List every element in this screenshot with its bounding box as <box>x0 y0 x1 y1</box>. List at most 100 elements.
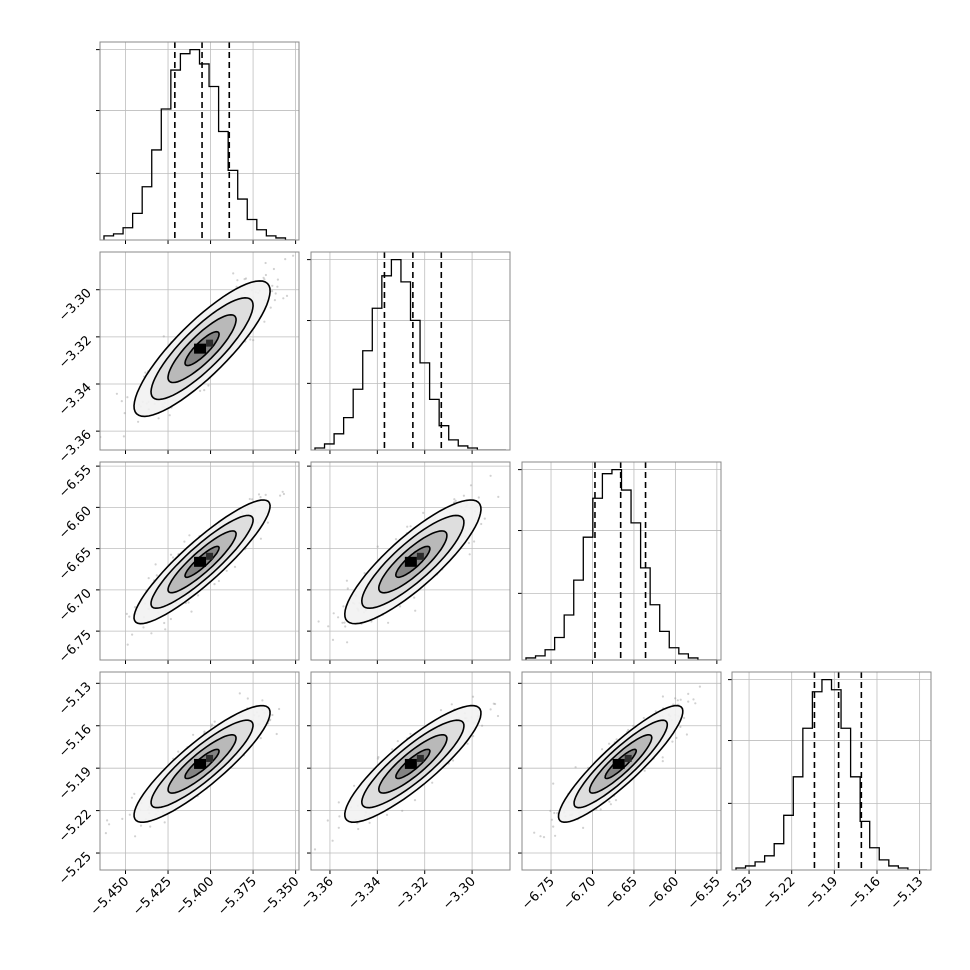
scatter-point <box>661 756 664 759</box>
density-contours <box>343 499 482 625</box>
scatter-point <box>497 495 500 498</box>
contour-line <box>167 734 237 794</box>
contour-line <box>150 296 254 401</box>
scatter-point <box>326 819 329 822</box>
peak-density-cell <box>404 758 417 769</box>
scatter-point <box>276 278 279 281</box>
scatter-panel-2-1: −3.36 −3.34 −3.32 −3.30 <box>56 251 300 466</box>
scatter-panel-4-3: −6.75 −6.70 −6.65 −6.60 −6.55 <box>518 671 724 913</box>
scatter-point <box>108 823 111 826</box>
x-tick-label: −3.30 <box>440 874 479 913</box>
panel-frame <box>310 461 511 661</box>
x-tick-label: −5.19 <box>802 874 841 913</box>
histogram-step-line <box>103 48 296 240</box>
scatter-point <box>654 710 657 713</box>
scatter-point <box>615 738 618 741</box>
scatter-point <box>344 625 347 628</box>
scatter-point <box>391 748 394 751</box>
scatter-point <box>142 626 145 629</box>
scatter-point <box>128 615 131 618</box>
contour-line <box>133 704 271 823</box>
histogram-panel-3 <box>518 461 722 664</box>
contour-line <box>167 530 237 594</box>
scatter-point <box>453 501 456 504</box>
scatter-point <box>121 817 124 821</box>
scatter-point <box>163 621 166 625</box>
x-tick-label: −5.425 <box>130 874 175 919</box>
scatter-point <box>252 339 255 342</box>
scatter-point <box>489 474 492 477</box>
scatter-point <box>131 633 134 636</box>
scatter-point <box>472 735 475 738</box>
contour-line <box>557 704 684 824</box>
scatter-point <box>353 784 356 787</box>
panel-frame <box>99 671 300 871</box>
scatter-panel-4-1: −5.450−5.425−5.400−5.375−5.350 −5.25−5.22… <box>56 671 302 919</box>
density-contours <box>343 704 482 823</box>
scatter-point <box>285 294 289 297</box>
histogram-step-line <box>314 258 507 450</box>
scatter-point <box>292 254 295 257</box>
scatter-point <box>454 499 457 502</box>
scatter-point <box>409 732 412 735</box>
y-tick-label: −5.22 <box>56 807 95 846</box>
scatter-point <box>627 728 630 732</box>
scatter-point <box>556 812 559 815</box>
contour-line <box>184 330 220 367</box>
density-contours <box>133 704 271 823</box>
scatter-point <box>144 371 147 374</box>
scatter-point <box>246 697 249 700</box>
scatter-point <box>685 733 689 736</box>
scatter-point <box>149 825 152 828</box>
scatter-point <box>337 826 340 829</box>
scatter-point <box>134 835 137 838</box>
x-tick-label: −6.70 <box>561 874 600 913</box>
peak-density-cell <box>206 552 214 560</box>
scatter-point <box>679 698 682 701</box>
scatter-point <box>331 638 335 642</box>
scatter-point <box>466 742 469 745</box>
scatter-point <box>368 821 371 824</box>
scatter-point <box>168 414 171 417</box>
scatter-point <box>104 832 107 835</box>
scatter-point <box>467 541 470 545</box>
y-tick-label: −5.16 <box>56 722 95 761</box>
scatter-point <box>643 769 646 772</box>
x-tick-label: −6.60 <box>643 874 682 913</box>
scatter-point <box>217 579 220 583</box>
contour-line <box>395 748 431 780</box>
scatter-point <box>122 435 125 438</box>
scatter-point <box>413 596 416 599</box>
y-tick-label: −3.36 <box>56 427 95 466</box>
scatter-point <box>271 713 274 717</box>
scatter-point <box>137 420 140 423</box>
scatter-point <box>481 724 484 727</box>
contour-line <box>377 530 448 594</box>
peak-density-cell <box>612 758 625 769</box>
scatter-point <box>439 709 443 712</box>
scatter-point <box>363 572 366 575</box>
scatter-point <box>282 297 285 300</box>
scatter-point <box>263 278 266 281</box>
y-tick-label: −5.19 <box>56 764 95 803</box>
scatter-point <box>698 685 702 688</box>
scatter-point <box>554 834 557 837</box>
x-tick-label: −3.36 <box>298 874 337 913</box>
scatter-point <box>661 760 664 763</box>
scatter-point <box>233 565 237 569</box>
scatter-point <box>542 836 546 839</box>
contour-line <box>360 514 465 610</box>
y-tick-label: −6.75 <box>56 627 95 666</box>
scatter-point <box>162 335 165 338</box>
scatter-point <box>431 781 434 784</box>
peak-density-cell <box>416 754 424 762</box>
scatter-point <box>480 522 483 526</box>
scatter-point <box>169 553 173 556</box>
contour-line <box>167 313 237 384</box>
contour-line <box>184 748 220 780</box>
scatter-panel-3-2 <box>307 461 511 664</box>
scatter-point <box>271 284 274 287</box>
scatter-point <box>661 695 665 698</box>
scatter-point <box>210 723 214 726</box>
scatter-point <box>332 612 335 615</box>
